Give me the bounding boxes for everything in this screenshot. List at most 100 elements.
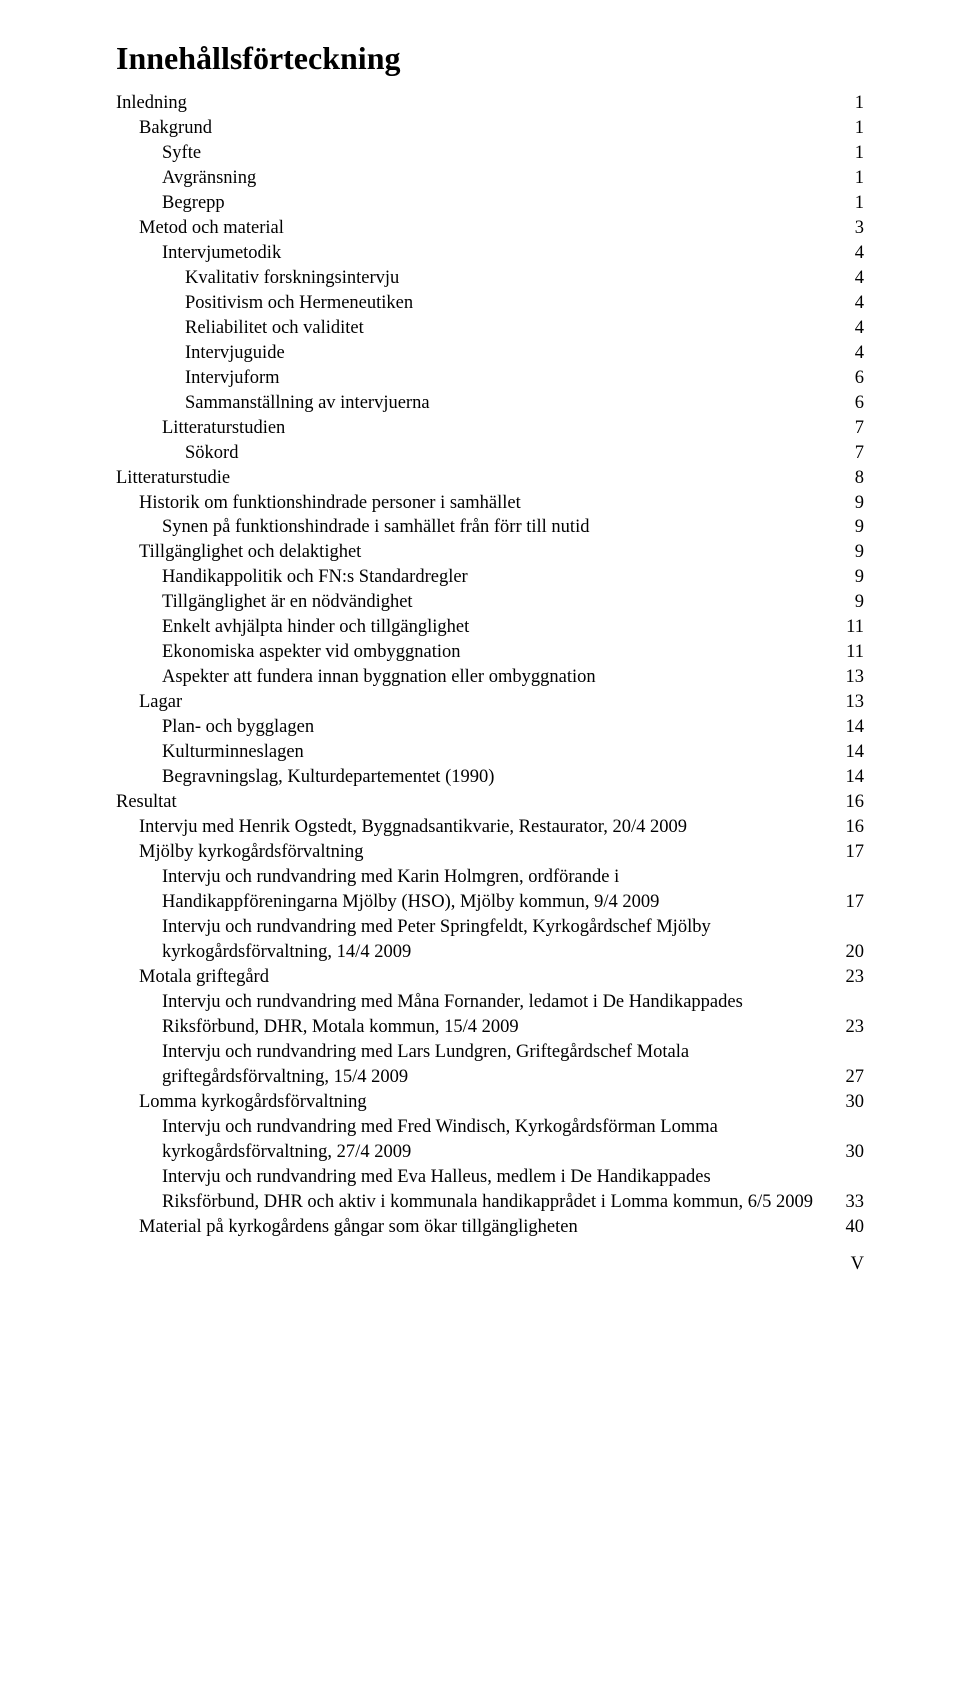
toc-entry: Sökord 7 [116,441,864,466]
toc-entry: Begravningslag, Kulturdepartementet (199… [116,765,864,790]
toc-entry: Kulturminneslagen 14 [116,740,864,765]
toc-entry: Enkelt avhjälpta hinder och tillgängligh… [116,615,864,640]
toc-entry: Metod och material 3 [116,216,864,241]
toc-entry: Lagar 13 [116,690,864,715]
toc-entry-page: 7 [855,416,864,441]
toc-entry-label: Sökord [185,441,238,466]
toc-entry-label: kyrkogårdsförvaltning, 14/4 2009 [162,940,411,965]
toc-entry-page: 33 [846,1190,865,1215]
toc-entry-label: Handikappföreningarna Mjölby (HSO), Mjöl… [162,890,659,915]
toc-entry: Ekonomiska aspekter vid ombyggnation 11 [116,640,864,665]
toc-entry: Intervju och rundvandring med Fred Windi… [116,1115,864,1140]
toc-entry-page: 1 [855,166,864,191]
toc-entry-label: Aspekter att fundera innan byggnation el… [162,665,596,690]
toc-entry-label: Begrepp [162,191,225,216]
toc-entry-label: Tillgänglighet och delaktighet [139,540,361,565]
toc-entry-page: 14 [846,740,865,765]
toc-entry-page: 6 [855,391,864,416]
toc-entry: Syfte 1 [116,141,864,166]
toc-entry-page: 30 [846,1090,865,1115]
toc-list: Inledning1Bakgrund1Syfte1Avgränsning1Beg… [116,91,864,1240]
toc-entry-page: 1 [855,91,864,116]
toc-entry: Intervju och rundvandring med Eva Halleu… [116,1165,864,1190]
toc-entry-label: Riksförbund, DHR och aktiv i kommunala h… [162,1190,813,1215]
toc-entry-page: 17 [846,840,865,865]
toc-entry-label: Synen på funktionshindrade i samhället f… [162,515,589,540]
toc-entry-label: Riksförbund, DHR, Motala kommun, 15/4 20… [162,1015,519,1040]
toc-entry-label: Kulturminneslagen [162,740,304,765]
toc-entry: Intervju och rundvandring med Karin Holm… [116,865,864,890]
toc-entry-page: 7 [855,441,864,466]
toc-entry-page: 9 [855,515,864,540]
toc-entry-label: Intervju och rundvandring med Fred Windi… [162,1115,718,1140]
toc-entry-page: 1 [855,141,864,166]
toc-entry: Intervjuguide 4 [116,341,864,366]
toc-entry-label: Intervju och rundvandring med Karin Holm… [162,865,619,890]
page-number: V [116,1254,864,1275]
toc-entry-label: Syfte [162,141,201,166]
toc-entry-label: Motala griftegård [139,965,269,990]
toc-entry: Intervju och rundvandring med Måna Forna… [116,990,864,1015]
toc-entry-label: Ekonomiska aspekter vid ombyggnation [162,640,461,665]
toc-entry: Kvalitativ forskningsintervju 4 [116,266,864,291]
toc-entry: Avgränsning1 [116,166,864,191]
toc-entry-label: kyrkogårdsförvaltning, 27/4 2009 [162,1140,411,1165]
toc-entry-label: Enkelt avhjälpta hinder och tillgängligh… [162,615,469,640]
toc-entry-page: 14 [846,765,865,790]
toc-entry-label: Metod och material [139,216,284,241]
toc-entry-page: 4 [855,341,864,366]
toc-entry-page: 13 [846,690,865,715]
toc-entry-page: 4 [855,291,864,316]
toc-entry: Aspekter att fundera innan byggnation el… [116,665,864,690]
toc-entry: kyrkogårdsförvaltning, 14/4 2009 20 [116,940,864,965]
toc-entry: Litteraturstudien7 [116,416,864,441]
toc-entry-page: 16 [846,790,865,815]
toc-entry: Begrepp1 [116,191,864,216]
toc-entry-label: Intervju och rundvandring med Peter Spri… [162,915,711,940]
toc-entry: Lomma kyrkogårdsförvaltning 30 [116,1090,864,1115]
toc-entry: griftegårdsförvaltning, 15/4 2009 27 [116,1065,864,1090]
toc-entry-label: Intervju och rundvandring med Eva Halleu… [162,1165,711,1190]
toc-entry-label: Inledning [116,91,187,116]
toc-entry-label: Resultat [116,790,177,815]
toc-entry-label: Intervjumetodik [162,241,281,266]
toc-entry: Material på kyrkogårdens gångar som ökar… [116,1215,864,1240]
toc-entry-page: 23 [846,965,865,990]
toc-entry-page: 14 [846,715,865,740]
toc-entry-page: 27 [846,1065,865,1090]
toc-entry-label: Positivism och Hermeneutiken [185,291,413,316]
toc-entry-page: 9 [855,565,864,590]
toc-entry-label: Plan- och bygglagen [162,715,314,740]
toc-entry: Sammanställning av intervjuerna 6 [116,391,864,416]
toc-entry-label: Intervjuguide [185,341,285,366]
toc-entry: Tillgänglighet och delaktighet 9 [116,540,864,565]
toc-entry-label: Lagar [139,690,182,715]
toc-entry-label: Begravningslag, Kulturdepartementet (199… [162,765,494,790]
toc-entry: Intervju och rundvandring med Lars Lundg… [116,1040,864,1065]
toc-entry-label: Handikappolitik och FN:s Standardregler [162,565,468,590]
toc-entry-page: 11 [846,640,864,665]
toc-entry-page: 4 [855,266,864,291]
toc-entry-label: Bakgrund [139,116,212,141]
toc-entry: Handikappföreningarna Mjölby (HSO), Mjöl… [116,890,864,915]
toc-entry-page: 9 [855,540,864,565]
toc-entry: Riksförbund, DHR, Motala kommun, 15/4 20… [116,1015,864,1040]
toc-entry-label: Litteraturstudie [116,466,230,491]
toc-entry-label: Sammanställning av intervjuerna [185,391,430,416]
toc-entry-page: 9 [855,590,864,615]
toc-entry-label: Reliabilitet och validitet [185,316,364,341]
toc-entry-page: 13 [846,665,865,690]
toc-entry: Reliabilitet och validitet4 [116,316,864,341]
toc-entry: Plan- och bygglagen 14 [116,715,864,740]
toc-entry-page: 20 [846,940,865,965]
toc-entry-page: 9 [855,491,864,516]
toc-entry-page: 3 [855,216,864,241]
toc-entry: Intervjuform6 [116,366,864,391]
toc-entry-label: Material på kyrkogårdens gångar som ökar… [139,1215,578,1240]
toc-entry-label: Lomma kyrkogårdsförvaltning [139,1090,367,1115]
toc-entry-label: Historik om funktionshindrade personer i… [139,491,521,516]
document-page: Innehållsförteckning Inledning1Bakgrund1… [0,0,960,1315]
toc-entry-label: griftegårdsförvaltning, 15/4 2009 [162,1065,408,1090]
toc-entry-label: Kvalitativ forskningsintervju [185,266,399,291]
toc-entry: Positivism och Hermeneutiken 4 [116,291,864,316]
